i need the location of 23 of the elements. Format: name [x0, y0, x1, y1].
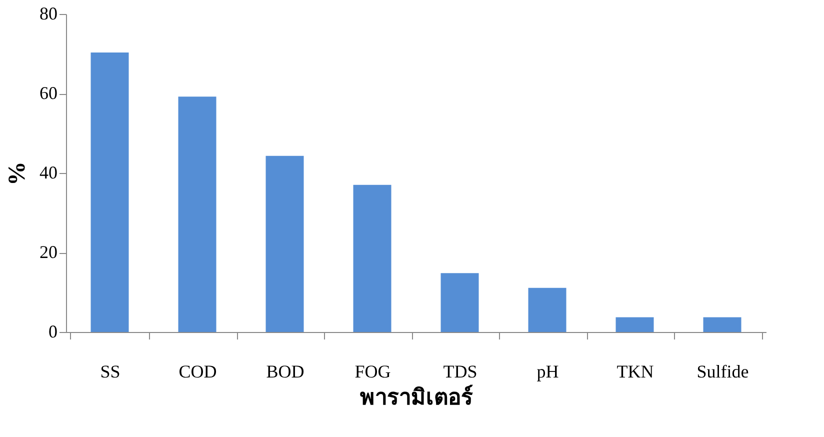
x-tick-label: Sulfide: [696, 362, 749, 382]
bar: [178, 96, 216, 332]
y-tick-label: 40: [40, 162, 58, 182]
bar: [266, 156, 304, 332]
y-axis-title: %: [4, 162, 30, 186]
x-tick-label: COD: [178, 362, 217, 382]
x-tick-label: TDS: [443, 362, 478, 382]
x-tick-label: FOG: [354, 362, 391, 382]
bar: [353, 184, 392, 332]
x-tick-label: TKN: [616, 362, 654, 382]
x-tick-label: SS: [100, 362, 120, 382]
y-tick-label: 60: [40, 83, 58, 103]
y-tick-label: 20: [40, 242, 58, 262]
bar: [440, 273, 479, 332]
y-tick-label: 80: [40, 4, 58, 24]
x-tick-label: pH: [536, 362, 559, 382]
x-tick-label: BOD: [266, 362, 304, 382]
bar: [616, 317, 654, 332]
bar: [528, 288, 566, 332]
x-axis-title: พารามิเตอร์: [360, 384, 473, 410]
bar: [90, 52, 129, 332]
bar: [703, 317, 742, 332]
y-tick-label: 0: [48, 322, 58, 342]
